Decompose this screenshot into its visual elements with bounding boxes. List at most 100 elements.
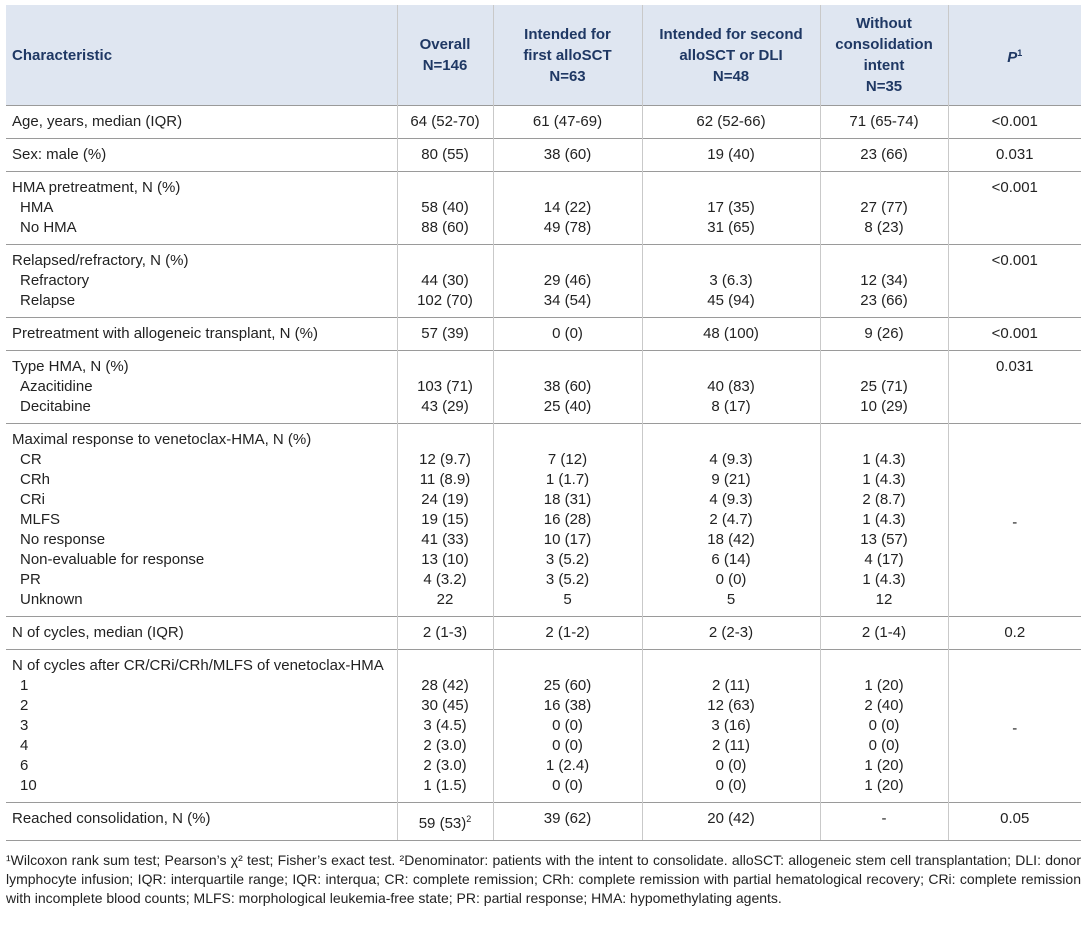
empty-cell <box>492 649 642 676</box>
value-cell: 1 (4.3) <box>819 470 948 490</box>
value-cell: 39 (62) <box>492 802 642 841</box>
table-row: Reached consolidation, N (%) 59 (53)2 39 (… <box>6 802 1081 841</box>
value-cell: 0 (0) <box>492 776 642 803</box>
value-cell: 59 (53)2 <box>396 802 493 841</box>
value-cell: 2 (3.0) <box>396 756 493 776</box>
row-label: HMA <box>20 199 54 216</box>
header-line: N=63 <box>500 66 636 87</box>
table-row: Non-evaluable for response 13 (10) 3 (5.2)… <box>6 550 1081 570</box>
header-line: N=35 <box>827 76 942 97</box>
row-label: CRi <box>20 491 45 508</box>
empty-cell <box>396 649 493 676</box>
value-cell: 2 (11) <box>641 736 820 756</box>
header-cell: Intended for second alloSCT or DLI N=48 <box>641 5 820 106</box>
value-cell: 23 (66) <box>819 138 948 172</box>
table-row: Azacitidine 103 (71) 38 (60) 40 (83) 25 (71) <box>6 377 1081 397</box>
row-label: Non-evaluable for response <box>20 551 205 568</box>
value-cell: 22 <box>396 590 493 617</box>
empty-cell <box>819 244 948 271</box>
header-text: Intended for second <box>659 25 803 43</box>
footnote-mark: 2 <box>466 814 472 824</box>
row-label: HMA pretreatment, N (%) <box>6 171 397 198</box>
value-cell: 3 (6.3) <box>641 271 820 291</box>
table-row: Pretreatment with allogeneic transplant,… <box>6 317 1081 351</box>
row-label: No HMA <box>20 219 77 236</box>
cell-text: 59 (53) <box>418 815 467 832</box>
table-body: Age, years, median (IQR) 64 (52-70) 61 (47… <box>6 105 1081 841</box>
empty-cell <box>396 244 493 271</box>
value-cell: 10 (17) <box>492 530 642 550</box>
table-row: CRh 11 (8.9) 1 (1.7) 9 (21) 1 (4.3) <box>6 470 1081 490</box>
value-cell: 0 (0) <box>641 776 820 803</box>
empty-cell <box>641 350 820 377</box>
table-row: HMA pretreatment, N (%) <0.001 <box>6 171 1081 245</box>
table-row: No response 41 (33) 10 (17) 18 (42) 13 (57) <box>6 530 1081 550</box>
header-line: Overall <box>404 34 487 55</box>
value-cell: 1 (2.4) <box>492 756 642 776</box>
header-text: alloSCT or DLI <box>679 46 783 64</box>
p-value: - <box>947 649 1081 803</box>
table-row: PR 4 (3.2) 3 (5.2) 0 (0) 1 (4.3) <box>6 570 1081 590</box>
empty-cell <box>641 171 820 198</box>
value-cell: 40 (83) <box>641 377 820 397</box>
value-cell: 12 (9.7) <box>396 450 493 470</box>
characteristics-table: Characteristic Overall N=146 Intended for fi… <box>6 5 1081 841</box>
row-label: 2 <box>20 697 29 714</box>
empty-cell <box>492 350 642 377</box>
value-cell: 71 (65-74) <box>819 105 948 139</box>
empty-cell <box>641 649 820 676</box>
value-cell: 12 (34) <box>819 271 948 291</box>
value-cell: 6 (14) <box>641 550 820 570</box>
header-cell: P1 <box>947 5 1081 106</box>
table-row: 6 2 (3.0) 1 (2.4) 0 (0) 1 (20) <box>6 756 1081 776</box>
table-row: Type HMA, N (%) 0.031 <box>6 350 1081 424</box>
value-cell: 58 (40) <box>396 198 493 218</box>
value-cell: 3 (5.2) <box>492 570 642 590</box>
value-cell: 16 (28) <box>492 510 642 530</box>
row-label: Sex: male (%) <box>6 138 397 172</box>
value-cell: 4 (3.2) <box>396 570 493 590</box>
table-row: Age, years, median (IQR) 64 (52-70) 61 (47… <box>6 105 1081 139</box>
content: Characteristic Overall N=146 Intended for fi… <box>6 5 1081 906</box>
table-row: CR 12 (9.7) 7 (12) 4 (9.3) 1 (4.3) <box>6 450 1081 470</box>
table-row: 10 1 (1.5) 0 (0) 0 (0) 1 (20) <box>6 776 1081 803</box>
value-cell: 9 (26) <box>819 317 948 351</box>
p-value: 0.031 <box>947 350 1081 424</box>
header-line: Without <box>827 13 942 34</box>
p-value: <0.001 <box>947 244 1081 318</box>
value-cell: 0 (0) <box>492 716 642 736</box>
value-cell: 1 (4.3) <box>819 570 948 590</box>
table-row: CRi 24 (19) 18 (31) 4 (9.3) 2 (8.7) <box>6 490 1081 510</box>
value-cell: - <box>819 802 948 841</box>
header-text: N=146 <box>422 57 468 74</box>
empty-cell <box>396 350 493 377</box>
empty-cell <box>396 423 493 450</box>
header-text: N=63 <box>549 67 586 85</box>
value-cell: 3 (4.5) <box>396 716 493 736</box>
value-cell: 0 (0) <box>641 570 820 590</box>
p-value: - <box>947 423 1081 617</box>
header-line: first alloSCT <box>500 45 636 66</box>
value-cell: 3 (5.2) <box>492 550 642 570</box>
value-cell: 80 (55) <box>396 138 493 172</box>
value-cell: 29 (46) <box>492 271 642 291</box>
table-row: MLFS 19 (15) 16 (28) 2 (4.7) 1 (4.3) <box>6 510 1081 530</box>
p-value: <0.001 <box>947 317 1081 351</box>
empty-cell <box>819 423 948 450</box>
row-label: 4 <box>20 737 29 754</box>
value-cell: 38 (60) <box>492 377 642 397</box>
row-label: Maximal response to venetoclax-HMA, N (%… <box>6 423 397 450</box>
value-cell: 1 (4.3) <box>819 450 948 470</box>
value-cell: 19 (40) <box>641 138 820 172</box>
header-text: consolidation <box>835 36 933 53</box>
value-cell: 16 (38) <box>492 696 642 716</box>
value-cell: 8 (23) <box>819 218 948 245</box>
table-row: Maximal response to venetoclax-HMA, N (%… <box>6 423 1081 617</box>
value-cell: 11 (8.9) <box>396 470 493 490</box>
empty-cell <box>492 171 642 198</box>
row-label: N of cycles, median (IQR) <box>6 616 397 650</box>
header-line: N=48 <box>649 66 814 87</box>
value-cell: 61 (47-69) <box>492 105 642 139</box>
